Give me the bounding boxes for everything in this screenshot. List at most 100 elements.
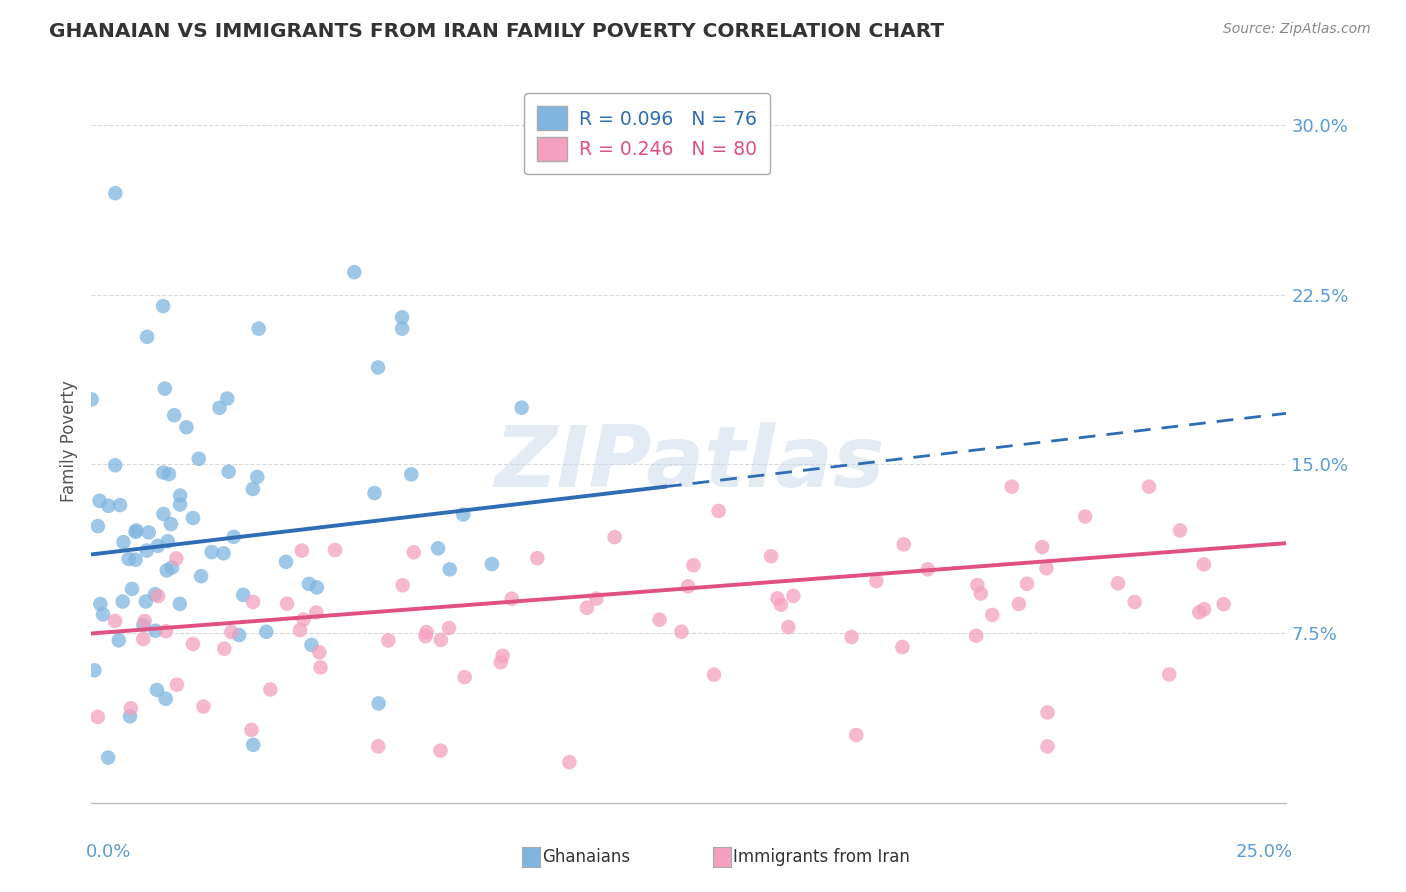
Point	[218, 465, 240, 479]
Point	[526, 551, 548, 566]
Point	[305, 580, 328, 594]
Point	[163, 409, 186, 423]
Point	[201, 545, 224, 559]
Point	[965, 629, 987, 643]
Point	[1168, 524, 1191, 538]
Point	[308, 645, 330, 659]
Point	[292, 613, 315, 627]
Point	[89, 597, 111, 611]
Point	[970, 586, 993, 600]
Point	[682, 558, 704, 573]
Point	[489, 655, 512, 669]
Point	[112, 535, 135, 549]
Point	[134, 614, 156, 628]
Point	[91, 607, 114, 622]
Point	[367, 739, 389, 754]
Point	[190, 569, 212, 583]
Point	[160, 560, 183, 574]
Point	[217, 392, 239, 406]
Point	[153, 382, 176, 396]
Point	[212, 546, 235, 560]
Point	[274, 555, 297, 569]
Point	[437, 621, 460, 635]
Point	[766, 591, 789, 606]
Point	[132, 632, 155, 646]
Point	[108, 498, 131, 512]
Point	[132, 618, 155, 632]
Point	[242, 482, 264, 496]
Point	[363, 486, 385, 500]
Point	[893, 537, 915, 551]
Point	[120, 701, 142, 715]
Point	[118, 552, 141, 566]
Point	[575, 600, 598, 615]
Point	[157, 467, 180, 481]
Point	[155, 691, 177, 706]
Point	[259, 682, 281, 697]
Point	[917, 562, 939, 576]
Text: ZIPatlas: ZIPatlas	[494, 422, 884, 505]
Point	[242, 595, 264, 609]
Point	[118, 709, 141, 723]
Point	[603, 530, 626, 544]
Point	[377, 633, 399, 648]
Point	[169, 488, 191, 502]
Point	[288, 623, 311, 637]
Point	[759, 549, 782, 564]
Point	[891, 640, 914, 654]
Point	[707, 504, 730, 518]
Point	[221, 625, 243, 640]
Point	[145, 624, 167, 638]
Point	[301, 638, 323, 652]
Point	[176, 420, 198, 434]
Point	[430, 632, 453, 647]
Point	[80, 392, 103, 407]
Point	[104, 186, 127, 201]
Point	[187, 451, 209, 466]
Text: Immigrants from Iran: Immigrants from Iran	[733, 848, 910, 866]
Point	[291, 543, 314, 558]
Point	[169, 597, 191, 611]
Point	[1137, 480, 1160, 494]
Point	[152, 507, 174, 521]
Point	[309, 660, 332, 674]
Point	[165, 551, 187, 566]
Point	[770, 598, 793, 612]
Point	[415, 629, 437, 643]
Point	[451, 508, 474, 522]
Point	[391, 321, 413, 335]
Text: Source: ZipAtlas.com: Source: ZipAtlas.com	[1223, 22, 1371, 37]
Point	[323, 543, 346, 558]
Point	[1188, 605, 1211, 619]
Point	[343, 265, 366, 279]
Point	[111, 594, 134, 608]
Point	[222, 530, 245, 544]
Point	[143, 587, 166, 601]
Point	[83, 663, 105, 677]
Point	[391, 310, 413, 325]
Point	[107, 633, 129, 648]
Text: Ghanaians: Ghanaians	[541, 848, 630, 866]
Point	[1074, 509, 1097, 524]
Point	[1036, 706, 1059, 720]
Point	[585, 591, 607, 606]
Point	[981, 607, 1004, 622]
Point	[208, 401, 231, 415]
Point	[1123, 595, 1146, 609]
Y-axis label: Family Poverty: Family Poverty	[59, 381, 77, 502]
Point	[254, 624, 277, 639]
Point	[1008, 597, 1031, 611]
Point	[97, 750, 120, 764]
Point	[246, 470, 269, 484]
Point	[481, 557, 503, 571]
Point	[193, 699, 215, 714]
Point	[124, 552, 146, 566]
Point	[104, 458, 127, 473]
Point	[1107, 576, 1129, 591]
Point	[166, 677, 188, 691]
Point	[492, 648, 515, 663]
Point	[1015, 576, 1038, 591]
Text: 25.0%: 25.0%	[1236, 843, 1292, 861]
Point	[1035, 561, 1057, 575]
Point	[1212, 597, 1234, 611]
